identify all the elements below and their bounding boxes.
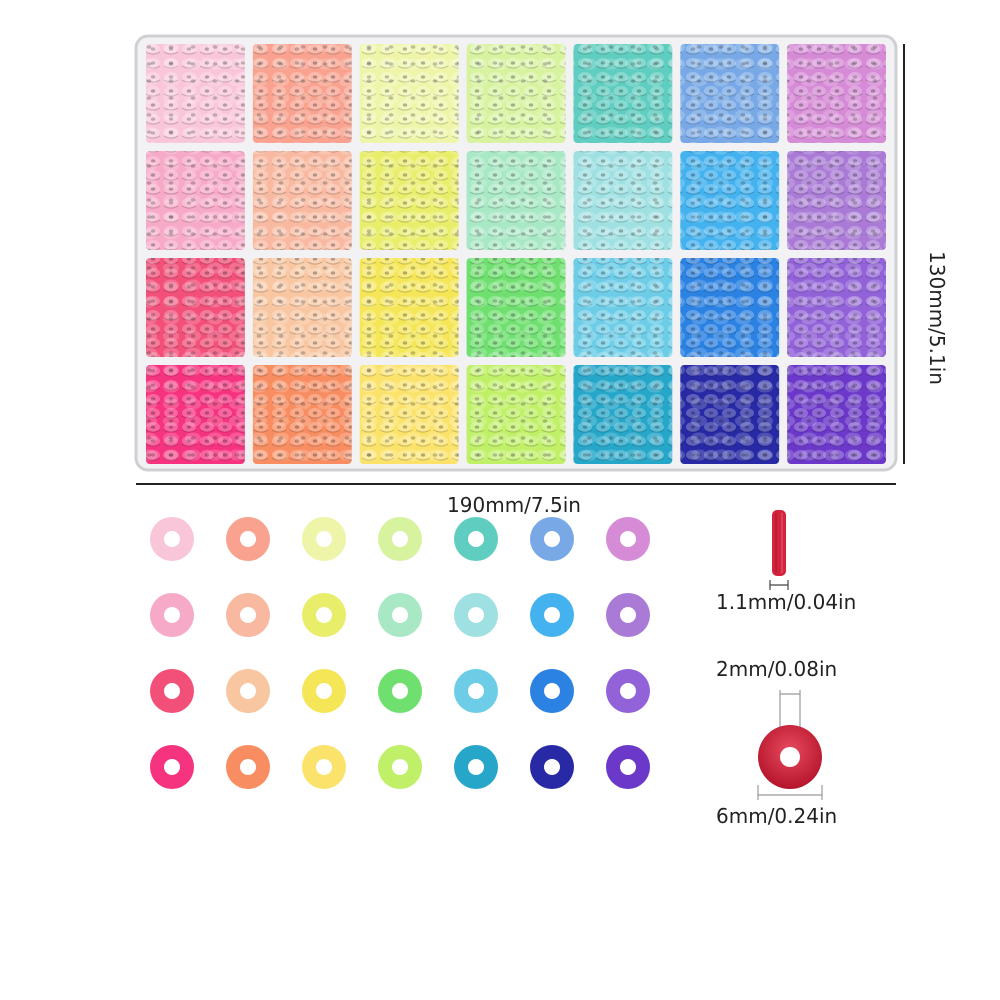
compartment — [466, 44, 566, 143]
color-swatch — [150, 517, 194, 561]
compartment — [359, 151, 459, 250]
compartment — [146, 151, 245, 250]
compartment — [252, 365, 352, 464]
color-swatch — [378, 745, 422, 789]
compartment — [146, 44, 245, 143]
color-swatch — [378, 593, 422, 637]
compartment — [573, 151, 673, 250]
diameter-label: 6mm/0.24in — [716, 804, 837, 828]
color-swatch — [302, 669, 346, 713]
color-swatch-grid — [150, 517, 650, 789]
color-swatch — [454, 669, 498, 713]
compartment — [146, 365, 245, 464]
color-swatch — [302, 593, 346, 637]
compartment — [359, 365, 459, 464]
height-label: 130mm/5.1in — [925, 251, 949, 385]
compartment — [573, 44, 673, 143]
color-swatch — [302, 745, 346, 789]
compartment — [359, 258, 459, 357]
bead-side-view — [769, 510, 789, 590]
color-swatch — [226, 669, 270, 713]
color-swatch — [226, 593, 270, 637]
color-swatch — [454, 593, 498, 637]
color-swatch — [606, 669, 650, 713]
color-swatch — [530, 517, 574, 561]
compartment — [787, 44, 886, 143]
color-swatch — [530, 593, 574, 637]
bead-box — [134, 34, 898, 472]
hole-label: 2mm/0.08in — [716, 657, 837, 681]
compartment — [787, 365, 886, 464]
compartment — [680, 258, 780, 357]
compartment — [146, 258, 245, 357]
compartment — [252, 151, 352, 250]
compartment — [573, 365, 673, 464]
color-swatch — [226, 517, 270, 561]
compartment — [787, 151, 886, 250]
box-frame — [134, 34, 898, 472]
color-swatch — [150, 669, 194, 713]
dimension-lines — [136, 44, 905, 485]
color-swatch — [530, 669, 574, 713]
color-swatch — [302, 517, 346, 561]
compartment — [359, 44, 459, 143]
box-compartments — [146, 44, 886, 464]
compartment — [466, 258, 566, 357]
compartment — [466, 151, 566, 250]
color-swatch — [378, 517, 422, 561]
compartment — [252, 258, 352, 357]
color-swatch — [150, 593, 194, 637]
thickness-label: 1.1mm/0.04in — [716, 590, 856, 614]
color-swatch — [454, 745, 498, 789]
bead-hole — [780, 747, 800, 767]
compartment — [573, 258, 673, 357]
compartment — [680, 151, 780, 250]
color-swatch — [606, 593, 650, 637]
compartment — [680, 365, 780, 464]
compartment — [252, 44, 352, 143]
color-swatch — [378, 669, 422, 713]
compartment — [787, 258, 886, 357]
compartment — [680, 44, 780, 143]
bead-side — [772, 510, 786, 576]
color-swatch — [454, 517, 498, 561]
color-swatch — [606, 517, 650, 561]
color-swatch — [530, 745, 574, 789]
width-label: 190mm/7.5in — [447, 493, 581, 517]
color-swatch — [150, 745, 194, 789]
color-swatch — [226, 745, 270, 789]
bead-front-view — [757, 690, 823, 800]
color-swatch — [606, 745, 650, 789]
compartment — [466, 365, 566, 464]
